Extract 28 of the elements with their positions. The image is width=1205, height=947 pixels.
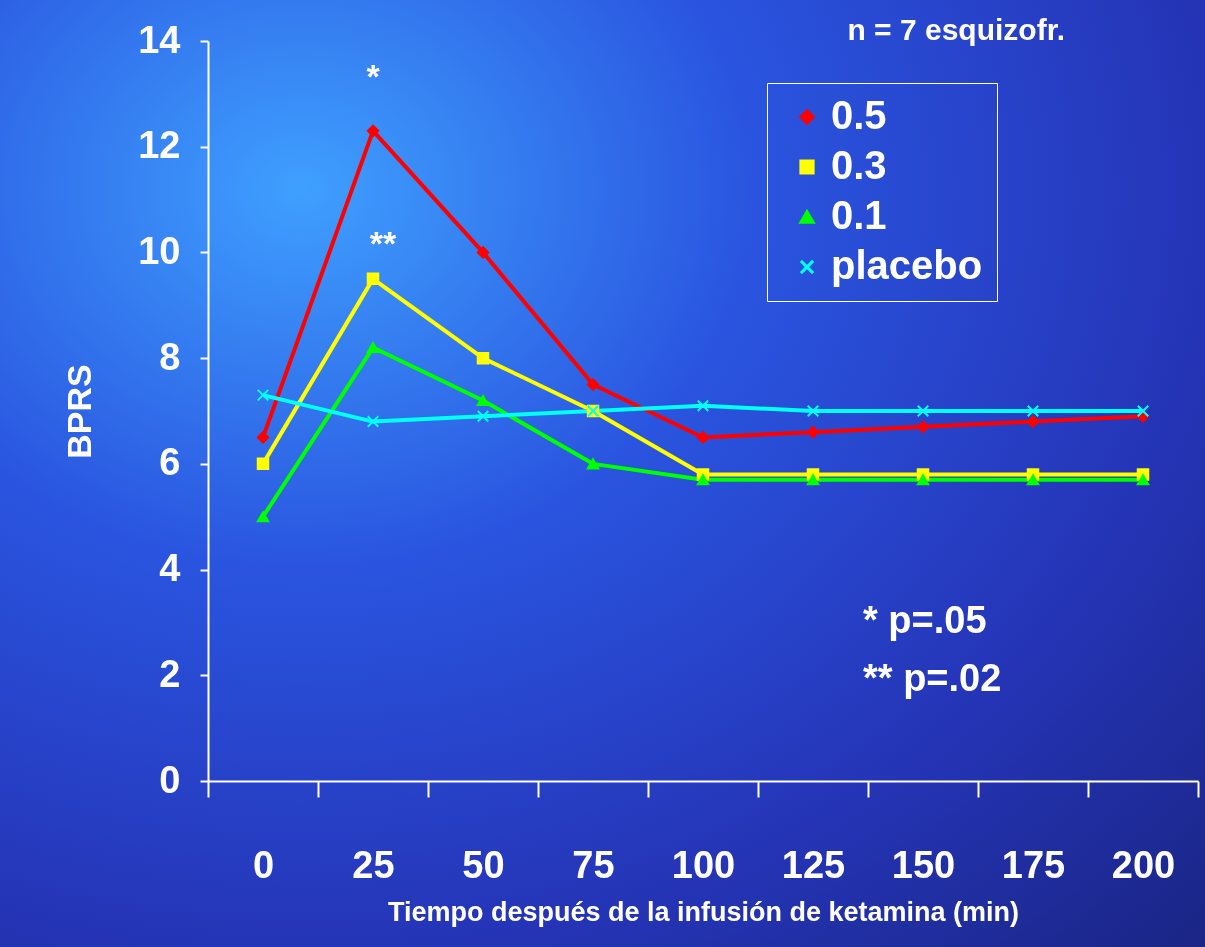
legend-label: 0.1	[831, 193, 887, 237]
annotation: **	[369, 224, 397, 262]
legend-label: 0.3	[831, 143, 887, 187]
y-tick-label: 0	[159, 758, 181, 801]
y-tick-label: 10	[138, 229, 181, 272]
x-tick-label: 200	[1111, 843, 1176, 886]
y-tick-label: 12	[138, 124, 181, 167]
x-tick-label: 25	[352, 843, 395, 886]
x-tick-label: 100	[671, 843, 736, 886]
legend-label: 0.5	[831, 93, 887, 137]
annotation: n = 7 esquizofr.	[847, 13, 1065, 46]
y-tick-label: 6	[159, 441, 181, 484]
x-tick-label: 150	[891, 843, 956, 886]
x-tick-label: 0	[252, 843, 275, 886]
annotation: *	[366, 57, 381, 95]
x-tick-label: 125	[781, 843, 846, 886]
annotation: ** p=.02	[863, 657, 1002, 699]
y-tick-label: 4	[159, 547, 181, 590]
legend-label: placebo	[831, 243, 983, 287]
y-axis-title: BPRS	[60, 364, 99, 459]
y-tick-label: 14	[138, 18, 181, 61]
x-axis-title: Tiempo después de la infusión de ketamina (min)	[387, 896, 1020, 927]
x-tick-label: 175	[1001, 843, 1066, 886]
x-tick-label: 50	[462, 843, 505, 886]
x-tick-label: 75	[572, 843, 615, 886]
y-tick-label: 2	[159, 652, 181, 695]
y-tick-label: 8	[159, 335, 181, 378]
annotation: * p=.05	[863, 599, 987, 641]
